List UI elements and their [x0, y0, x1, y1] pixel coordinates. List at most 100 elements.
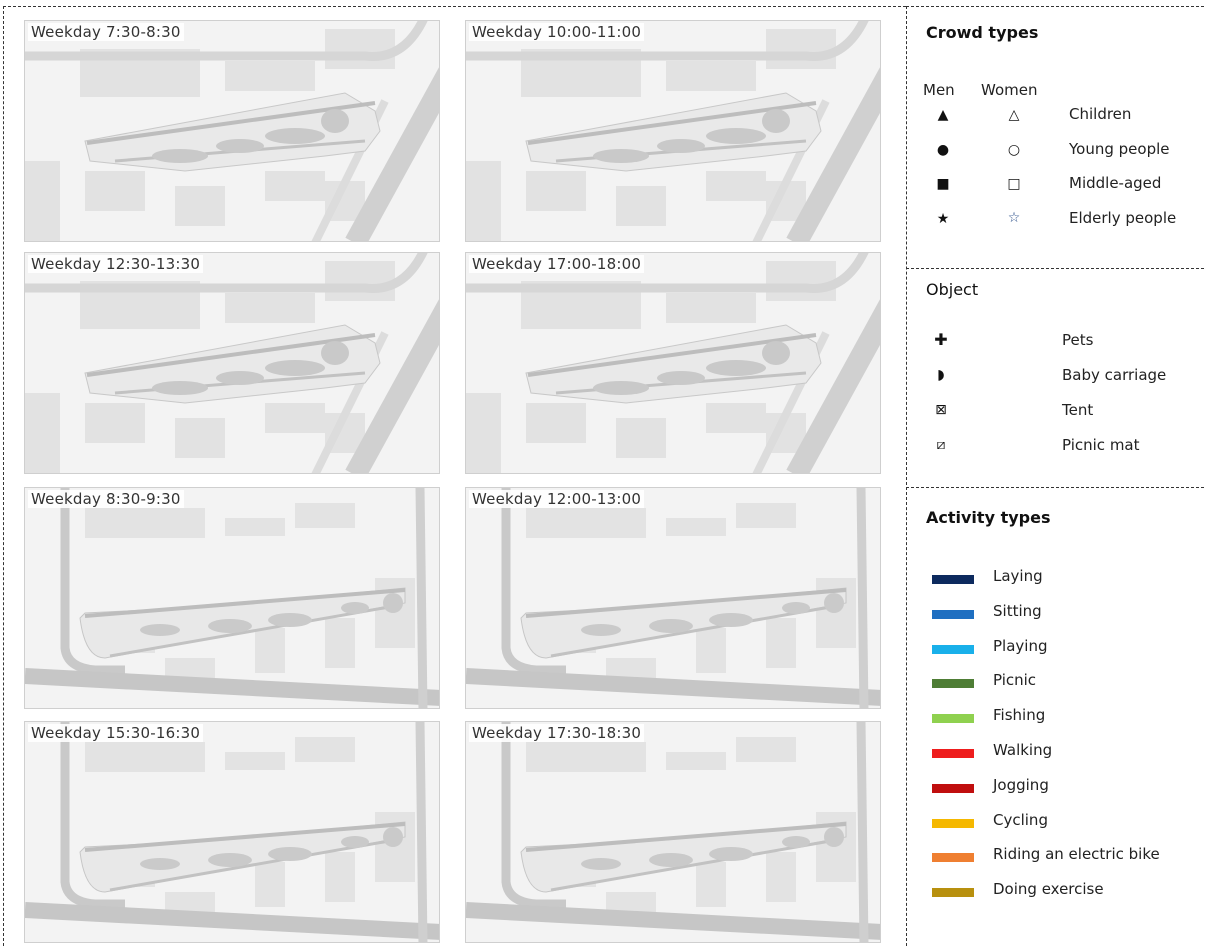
building-block: [255, 862, 285, 907]
park-map-bottom: [25, 488, 439, 708]
pond: [265, 360, 325, 376]
panel-time-label: Weekday 7:30-8:30: [28, 23, 184, 41]
building-block: [165, 658, 215, 678]
pond: [265, 128, 325, 144]
road: [786, 67, 880, 241]
park-map-bottom: [25, 722, 439, 942]
pond: [581, 624, 621, 636]
road: [501, 488, 566, 675]
building-block: [736, 737, 796, 762]
activity-color-swatch: [932, 749, 974, 758]
building-block: [706, 171, 766, 201]
building-block: [255, 628, 285, 673]
park-map-top: [466, 21, 880, 241]
pond: [152, 149, 208, 163]
path: [109, 838, 396, 892]
filled-circle-icon: ●: [936, 142, 950, 158]
activity-color-swatch: [932, 609, 974, 619]
road: [786, 299, 880, 473]
building-block: [696, 628, 726, 673]
map-panel: Weekday 8:30-9:30: [24, 487, 440, 709]
pond: [140, 858, 180, 870]
activity-color-swatch: [932, 714, 974, 724]
pond: [341, 836, 369, 848]
park-map-top: [25, 253, 439, 473]
park-map-top: [25, 21, 439, 241]
women-column-header: Women: [981, 81, 1038, 99]
activity-label: Doing exercise: [993, 880, 1104, 899]
panel-time-label: Weekday 17:00-18:00: [469, 255, 645, 273]
pond: [762, 109, 790, 133]
road: [501, 722, 566, 909]
building-block: [325, 618, 355, 668]
building-block: [325, 261, 395, 301]
pond: [341, 602, 369, 614]
activity-label: Laying: [993, 567, 1043, 585]
building-block: [295, 737, 355, 762]
pond: [383, 827, 403, 847]
building-block: [606, 892, 656, 912]
activity-label: Fishing: [993, 706, 1046, 725]
path: [86, 101, 376, 145]
building-block: [526, 742, 646, 772]
pond: [706, 128, 766, 144]
crowd-label: Children: [1069, 105, 1132, 123]
road: [25, 902, 439, 940]
crowd-label: Elderly people: [1069, 209, 1177, 227]
pond: [581, 858, 621, 870]
panel-time-label: Weekday 12:30-13:30: [28, 255, 204, 273]
pond: [593, 149, 649, 163]
pond: [383, 593, 403, 613]
road: [466, 668, 880, 706]
building-block: [265, 403, 325, 433]
road: [25, 668, 439, 706]
hollow-circle-icon: ○: [1007, 142, 1021, 158]
pond: [140, 624, 180, 636]
pond: [824, 593, 844, 613]
activity-color-swatch: [932, 644, 974, 654]
object-label: Picnic mat: [1062, 436, 1140, 454]
pond: [649, 853, 693, 867]
building-block: [85, 508, 205, 538]
pond: [593, 381, 649, 395]
activity-legend-title: Activity types: [926, 508, 1051, 527]
pond: [782, 836, 810, 848]
road: [466, 902, 880, 940]
building-block: [526, 403, 586, 443]
legend-separator: [906, 268, 1204, 269]
building-block: [526, 171, 586, 211]
building-block: [766, 29, 836, 69]
half-circle-icon: ◗: [937, 367, 945, 383]
building-block: [85, 403, 145, 443]
panel-time-label: Weekday 12:00-13:00: [469, 490, 645, 508]
building-block: [766, 261, 836, 301]
pond: [321, 109, 349, 133]
building-block: [666, 293, 756, 323]
activity-label: Riding an electric bike: [993, 845, 1160, 864]
road: [415, 722, 428, 942]
boxed-slash-icon: ⧄: [936, 437, 946, 453]
pond: [824, 827, 844, 847]
activity-label: Walking: [993, 741, 1053, 759]
building-block: [295, 503, 355, 528]
pond: [321, 341, 349, 365]
building-block: [85, 171, 145, 211]
path: [84, 588, 406, 618]
building-block: [225, 293, 315, 323]
map-panel: Weekday 15:30-16:30: [24, 721, 440, 943]
building-block: [606, 658, 656, 678]
building-block: [225, 752, 285, 770]
road: [345, 299, 439, 473]
building-block: [616, 418, 666, 458]
pond: [208, 619, 252, 633]
crowd-label: Young people: [1069, 140, 1170, 158]
men-column-header: Men: [923, 81, 955, 99]
object-legend-title: Object: [926, 280, 979, 299]
park-map-top: [466, 253, 880, 473]
activity-color-swatch: [932, 783, 974, 793]
pond: [268, 847, 312, 861]
building-block: [766, 852, 796, 902]
road: [60, 722, 125, 909]
pond: [762, 341, 790, 365]
pond: [216, 371, 264, 385]
